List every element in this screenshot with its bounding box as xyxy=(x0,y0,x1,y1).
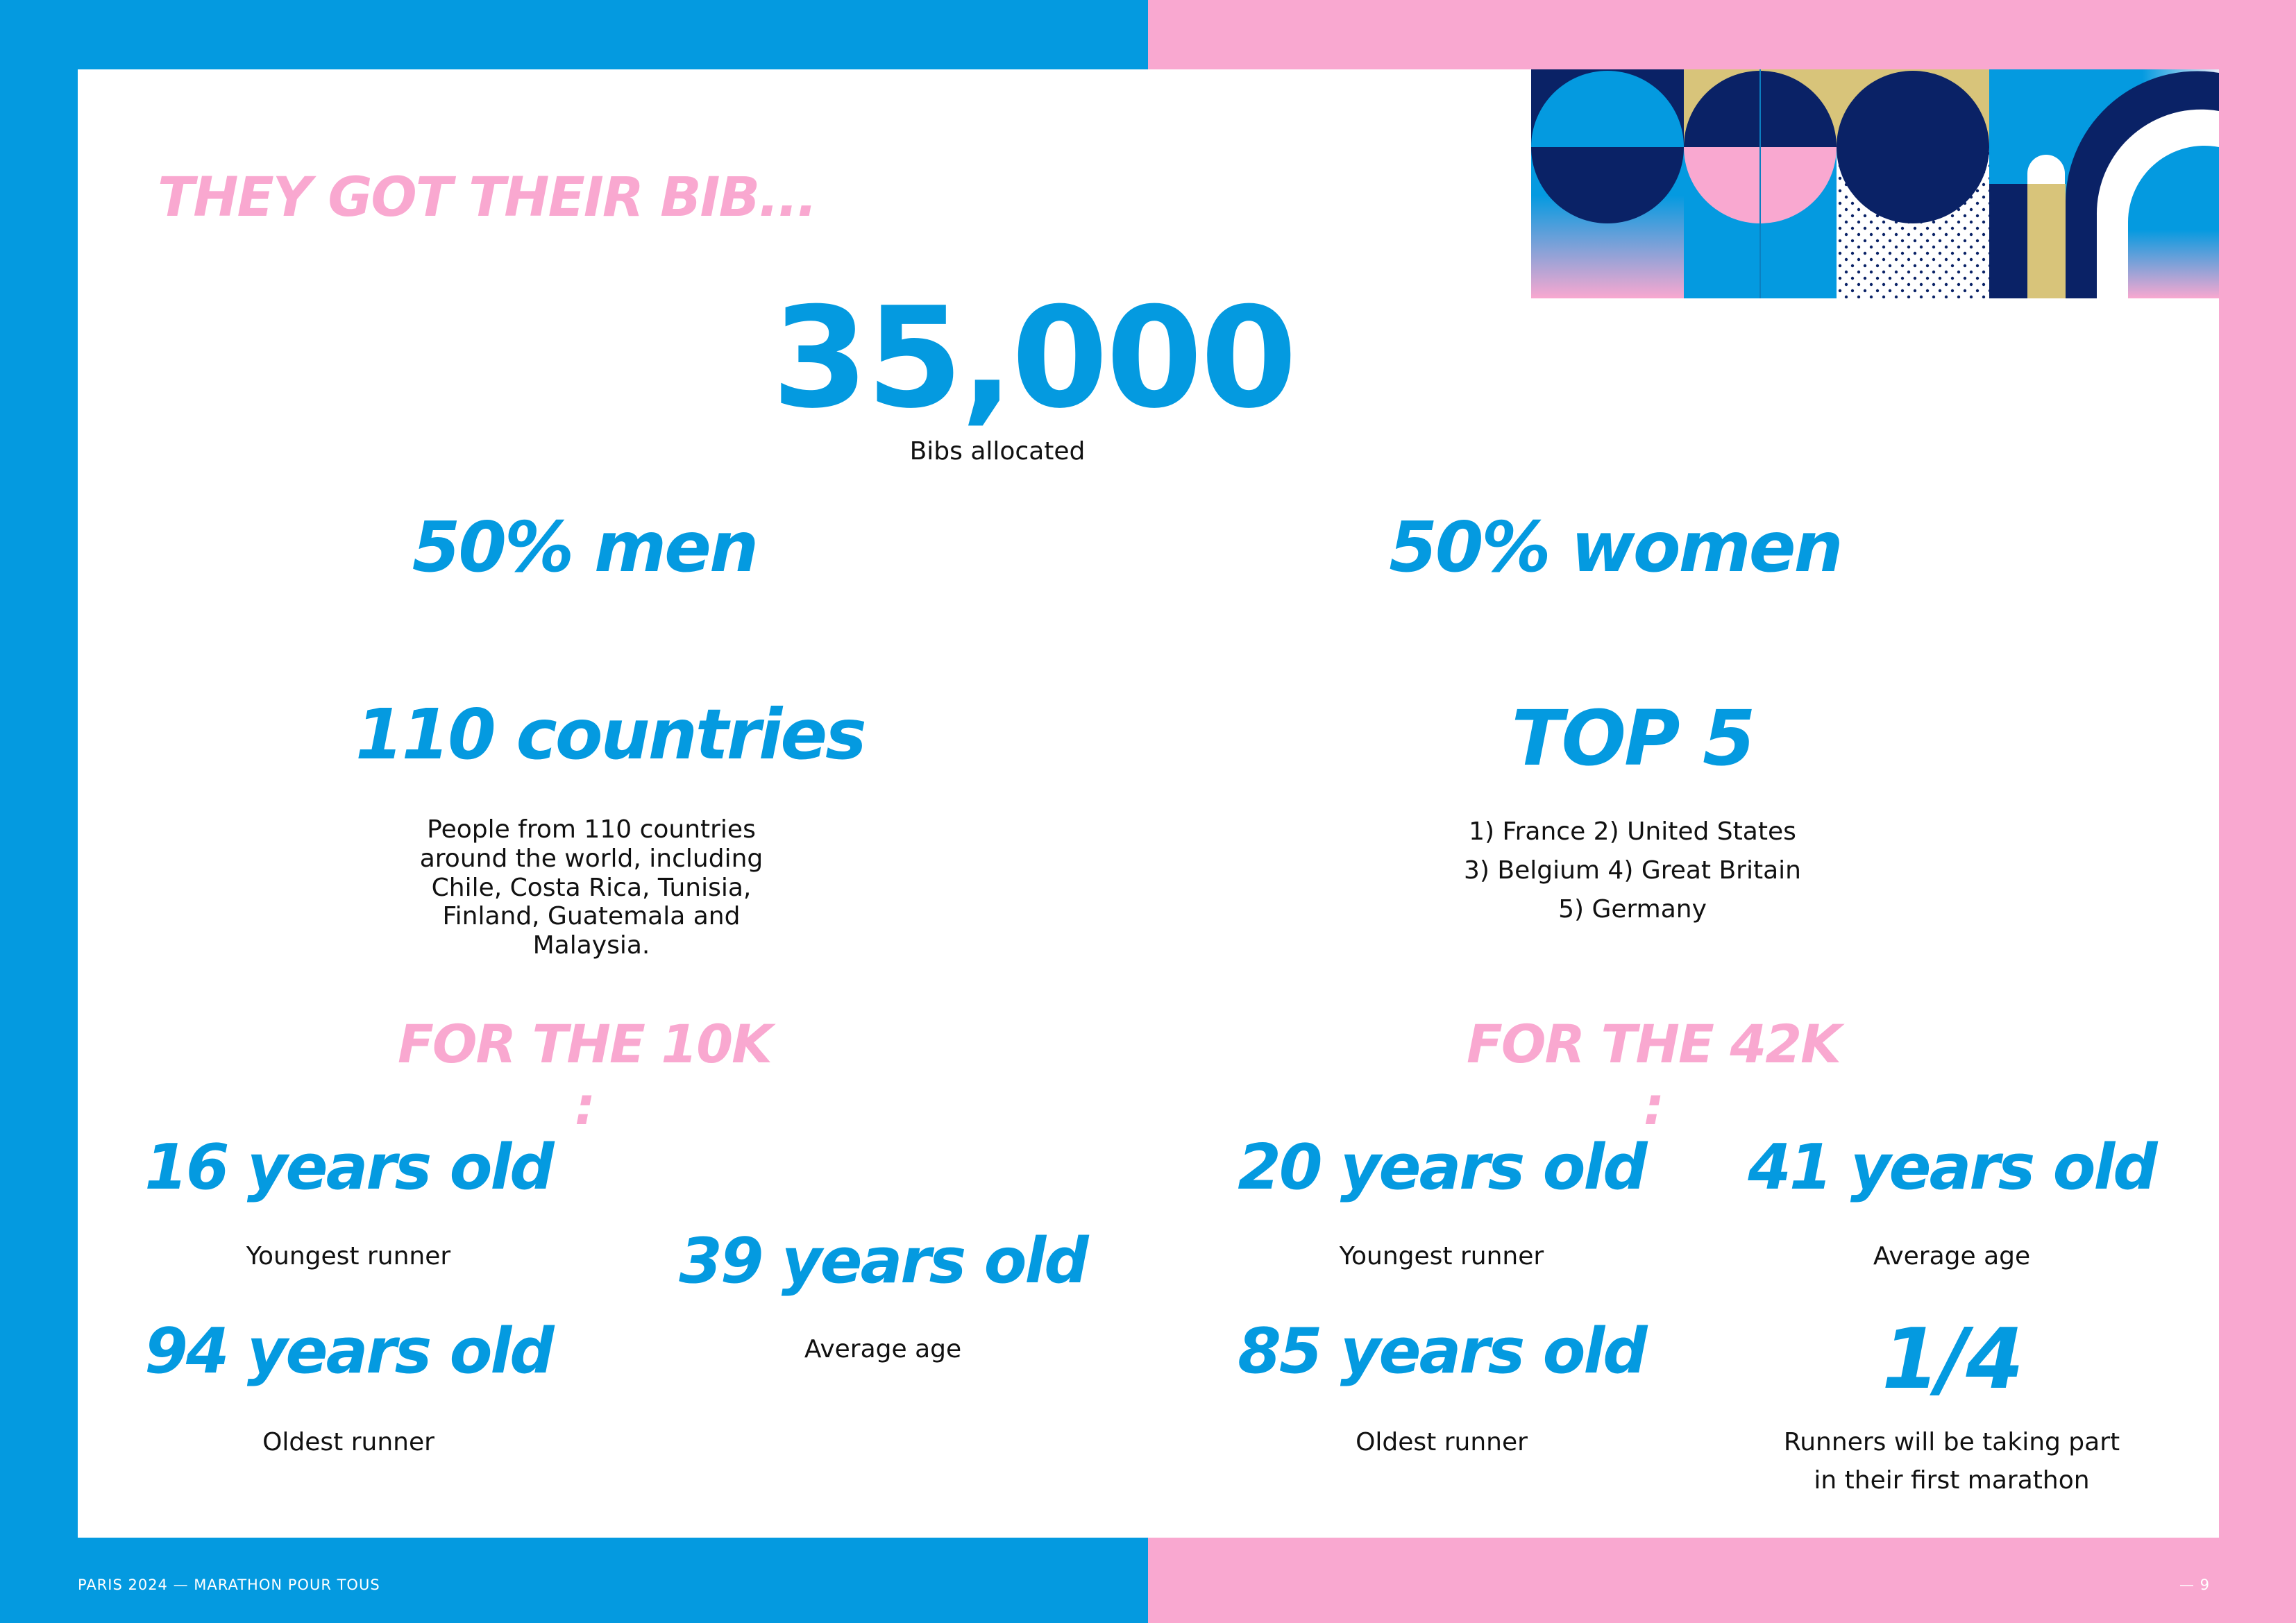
countries-title: 110 countries xyxy=(355,694,867,775)
countries-description: People from 110 countries around the wor… xyxy=(419,815,763,960)
ten-k-average-value: 39 years old xyxy=(679,1225,1088,1298)
women-share: 50% women xyxy=(1389,507,1843,588)
ten-k-average-label: Average age xyxy=(804,1335,962,1363)
men-share: 50% men xyxy=(412,507,759,588)
top5-line-2: 3) Belgium 4) Great Britain xyxy=(1464,856,1801,885)
footer-publication-title: PARIS 2024 — MARATHON POUR TOUS xyxy=(78,1577,380,1593)
forty-two-k-youngest-value: 20 years old xyxy=(1238,1131,1647,1204)
first-marathon-fraction: 1/4 xyxy=(1882,1311,2024,1408)
forty-two-k-heading: FOR THE 42K : xyxy=(1467,1013,1841,1137)
content-panel: THEY GOT THEIR BIB... 35,000 Bibs alloca… xyxy=(78,69,2219,1538)
forty-two-k-average-label: Average age xyxy=(1873,1242,2031,1271)
top5-line-1: 1) France 2) United States xyxy=(1469,817,1796,846)
forty-two-k-youngest-label: Youngest runner xyxy=(1339,1242,1544,1271)
ten-k-oldest-value: 94 years old xyxy=(144,1315,554,1388)
top5-line-3: 5) Germany xyxy=(1558,895,1707,924)
forty-two-k-oldest-label: Oldest runner xyxy=(1356,1428,1528,1456)
forty-two-k-average-value: 41 years old xyxy=(1748,1131,2157,1204)
footer-page-number: — 9 xyxy=(2179,1577,2211,1593)
bibs-total-value: 35,000 xyxy=(772,278,1297,439)
decorative-pattern-graphic xyxy=(1531,69,2219,298)
first-marathon-label-line-1: Runners will be taking part xyxy=(1783,1428,2120,1456)
first-marathon-label-line-2: in their first marathon xyxy=(1814,1466,2090,1495)
ten-k-youngest-label: Youngest runner xyxy=(246,1242,451,1271)
bibs-total-label: Bibs allocated xyxy=(909,437,1086,466)
ten-k-oldest-label: Oldest runner xyxy=(262,1428,434,1456)
ten-k-youngest-value: 16 years old xyxy=(144,1131,554,1204)
forty-two-k-oldest-value: 85 years old xyxy=(1238,1315,1647,1388)
top5-title: TOP 5 xyxy=(1511,694,1756,783)
page-heading: THEY GOT THEIR BIB... xyxy=(158,167,818,229)
ten-k-heading: FOR THE 10K : xyxy=(398,1013,773,1137)
